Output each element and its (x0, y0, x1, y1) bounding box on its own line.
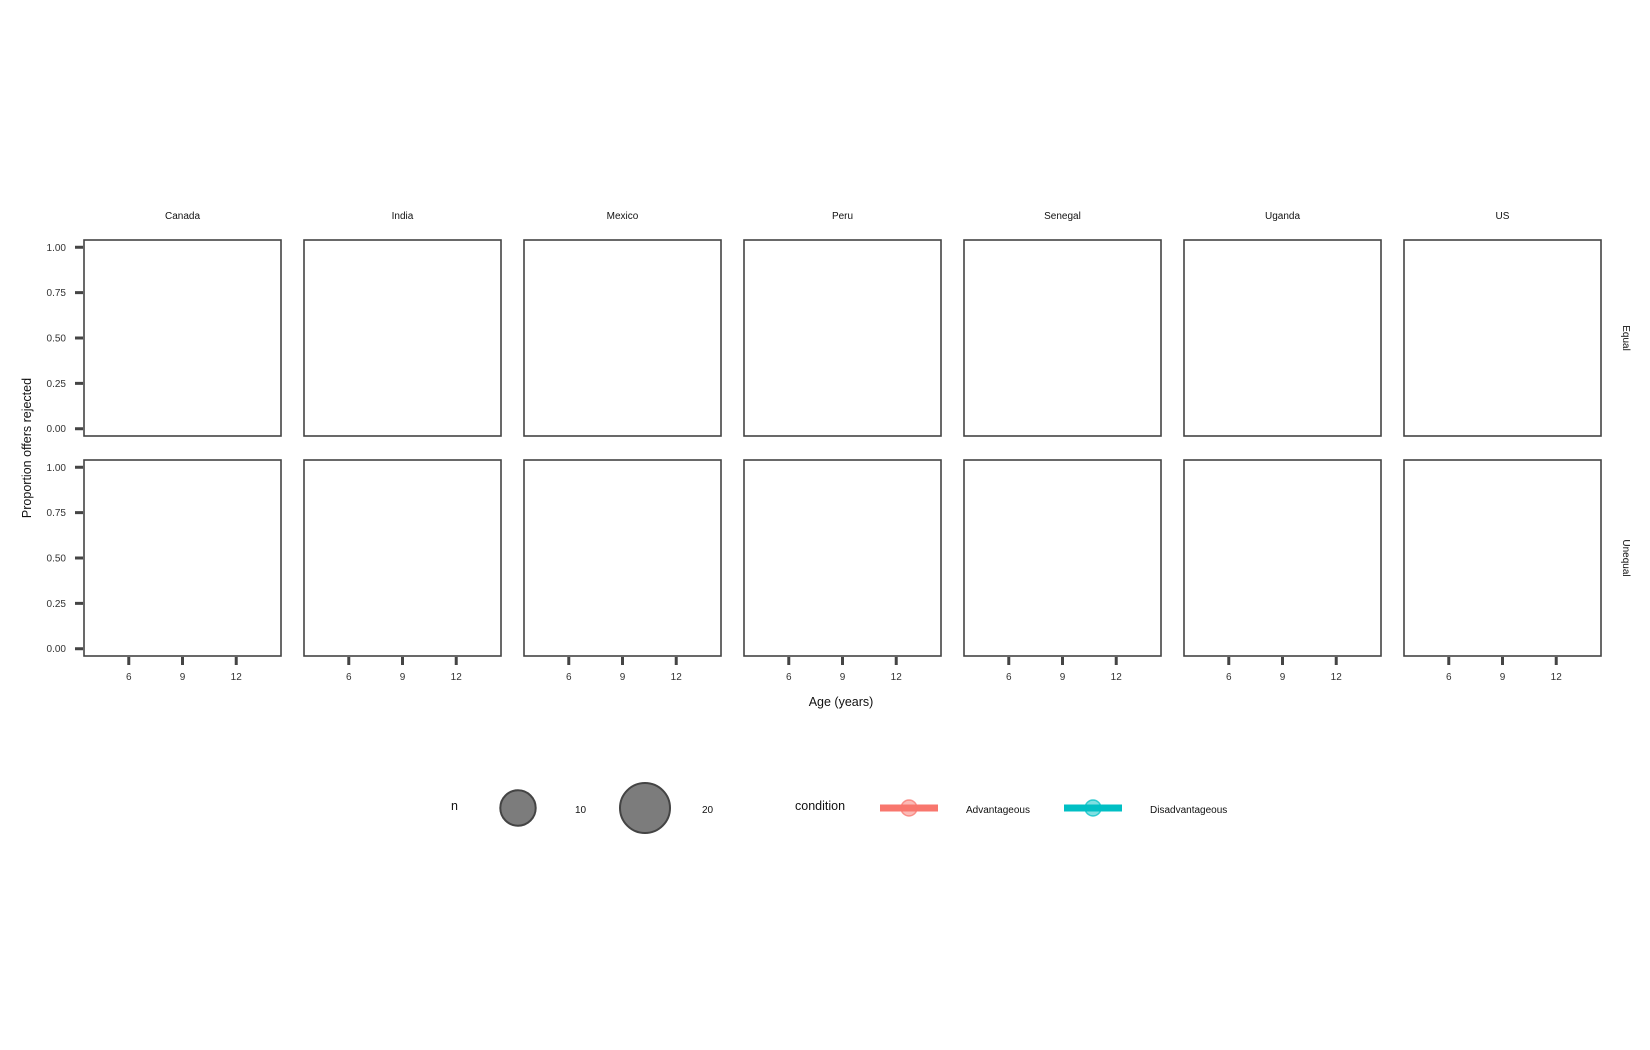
x-tick-label: 12 (671, 672, 683, 683)
panel-mexico-equal (523, 239, 722, 437)
panel-india-equal (303, 239, 502, 437)
legend-size-label-10: 10 (575, 805, 587, 816)
facet-strips: Canada India Mexico Peru Senegal Uganda US Equa… (165, 211, 1631, 577)
panel-border (1403, 459, 1602, 657)
legend-disadvantageous-circle (1084, 799, 1102, 817)
panel-senegal-equal (963, 239, 1162, 437)
y-tick-label: 0.50 (47, 334, 67, 345)
legend-color-title: condition (795, 799, 845, 813)
x-tick-label: 6 (566, 672, 572, 683)
y-tick-label: 0.25 (47, 379, 67, 390)
x-axis-title: Age (years) (809, 695, 874, 709)
legend-disadvantageous-label: Disadvantageous (1150, 805, 1227, 816)
x-tick-label: 6 (1006, 672, 1012, 683)
y-tick-label: 0.00 (47, 424, 67, 435)
x-tick-label: 9 (1500, 672, 1506, 683)
panel-border (1403, 239, 1602, 437)
x-tick-label: 12 (231, 672, 243, 683)
legend-size-title: n (451, 799, 458, 813)
panel-border (1183, 239, 1382, 437)
panel-border (963, 239, 1162, 437)
panel-border (303, 239, 502, 437)
y-tick-label: 0.75 (47, 288, 67, 299)
x-tick-label: 9 (1280, 672, 1286, 683)
legend-size-label-20: 20 (702, 805, 714, 816)
panel-uganda-equal (1183, 239, 1382, 437)
panel-border (523, 239, 722, 437)
y-tick-label: 1.00 (47, 463, 67, 474)
strip-label-unequal: Unequal (1620, 539, 1631, 576)
panel-peru-equal (743, 239, 942, 437)
panel-border (303, 459, 502, 657)
strip-label-peru: Peru (832, 211, 853, 222)
panel-border (83, 239, 282, 437)
y-tick-label: 0.00 (47, 644, 67, 655)
y-tick-label: 1.00 (47, 243, 67, 254)
y-axis-title: Proportion offers rejected (20, 378, 34, 518)
panel-border (963, 459, 1162, 657)
x-tick-label: 9 (1060, 672, 1066, 683)
panel-border (523, 459, 722, 657)
legend-advantageous-label: Advantageous (966, 805, 1030, 816)
legend-size-circle-20 (619, 782, 671, 834)
y-tick-label: 0.50 (47, 554, 67, 565)
x-tick-label: 9 (840, 672, 846, 683)
x-tick-label: 9 (400, 672, 406, 683)
panel-border (83, 459, 282, 657)
legend-size-circle-10 (499, 789, 537, 827)
x-tick-label: 12 (1111, 672, 1123, 683)
x-tick-label: 6 (1226, 672, 1232, 683)
x-tick-label: 9 (180, 672, 186, 683)
panel-border (1183, 459, 1382, 657)
facet-panels (83, 239, 1602, 657)
y-tick-label: 0.25 (47, 599, 67, 610)
x-tick-label: 12 (1551, 672, 1563, 683)
x-tick-label: 6 (1446, 672, 1452, 683)
legend-size-keys: 10 20 (499, 782, 714, 834)
strip-label-mexico: Mexico (607, 211, 639, 222)
x-tick-label: 6 (346, 672, 352, 683)
strip-label-equal: Equal (1620, 325, 1631, 351)
x-tick-label: 12 (451, 672, 463, 683)
panel-us-equal (1403, 239, 1602, 437)
panel-border (743, 459, 942, 657)
panel-uganda-unequal (1183, 459, 1382, 657)
panel-mexico-unequal (523, 459, 722, 657)
axes: 0.00 0.25 0.50 0.75 1.00 0.00 0.25 0.50 0.75 1.00… (47, 243, 1563, 683)
legend-color-keys: Advantageous Disadvantageous (880, 799, 1227, 817)
x-tick-label: 6 (786, 672, 792, 683)
panel-us-unequal (1403, 459, 1602, 657)
strip-label-uganda: Uganda (1265, 211, 1300, 222)
legend-advantageous-circle (900, 799, 918, 817)
strip-label-canada: Canada (165, 211, 200, 222)
y-tick-label: 0.75 (47, 508, 67, 519)
x-tick-label: 6 (126, 672, 132, 683)
x-tick-label: 9 (620, 672, 626, 683)
x-tick-label: 12 (1331, 672, 1343, 683)
panel-peru-unequal (743, 459, 942, 657)
strip-label-us: US (1496, 211, 1510, 222)
panel-canada-equal (83, 239, 282, 437)
x-tick-label: 12 (891, 672, 903, 683)
panel-india-unequal (303, 459, 502, 657)
strip-label-india: India (392, 211, 414, 222)
panel-border (743, 239, 942, 437)
legend: n 10 20 condition Advantageous Disadvantag… (451, 782, 1227, 834)
panel-senegal-unequal (963, 459, 1162, 657)
strip-label-senegal: Senegal (1044, 211, 1081, 222)
panel-canada-unequal (83, 459, 282, 657)
